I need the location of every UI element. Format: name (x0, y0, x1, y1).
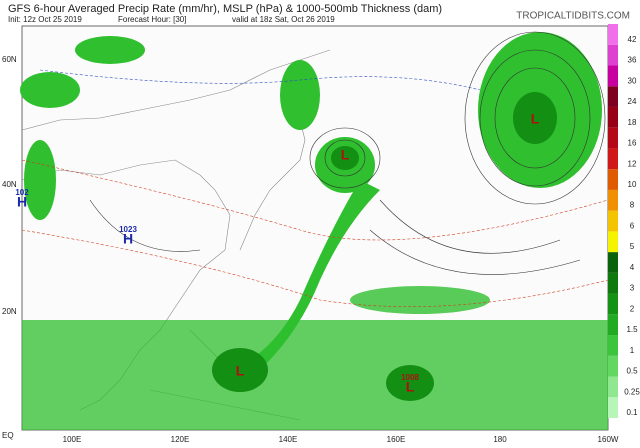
colorbar-label: 12 (628, 159, 637, 168)
colorbar-label: 36 (628, 56, 637, 65)
colorbar-label: 16 (628, 139, 637, 148)
pressure-center-value: 1023 (119, 225, 137, 234)
latitude-label: 40N (2, 180, 17, 189)
colorbar-swatch (608, 335, 618, 356)
colorbar-swatch (608, 231, 618, 253)
colorbar-label: 42 (628, 35, 637, 44)
longitude-label: 180 (493, 435, 507, 444)
longitude-label: 100E (63, 435, 82, 444)
colorbar-swatch (608, 376, 618, 398)
colorbar-label: 0.1 (626, 408, 638, 417)
colorbar-swatch (608, 86, 618, 107)
colorbar-swatch (608, 24, 618, 45)
longitude-label: 140E (279, 435, 298, 444)
colorbar-swatch (608, 314, 618, 336)
longitude-label: 160E (387, 435, 406, 444)
colorbar-swatch (608, 127, 618, 149)
pressure-center-value: 102 (15, 188, 29, 197)
isobars (21, 31, 609, 307)
colorbar-swatch (608, 44, 618, 66)
precip (20, 32, 608, 430)
colorbar-label: 18 (628, 118, 637, 127)
colorbar-swatch (608, 252, 618, 273)
colorbar-label: 0.5 (626, 367, 638, 376)
colorbar-label: 1 (630, 346, 635, 355)
colorbar-label: 2 (630, 304, 635, 313)
colorbar-label: 8 (630, 201, 635, 210)
colorbar-label: 5 (630, 242, 635, 251)
latitude-label: 20N (2, 307, 17, 316)
map-area (20, 25, 609, 431)
forecast-hour: Forecast Hour: [30] (118, 15, 186, 24)
pressure-center-symbol: L (406, 379, 415, 395)
colorbar-swatch (608, 272, 618, 294)
init-time: Init: 12z Oct 25 2019 (8, 15, 82, 24)
colorbar-swatch (608, 106, 618, 128)
latitude-label: 60N (2, 55, 17, 64)
colorbar-swatch (608, 210, 618, 232)
colorbar-swatch (608, 169, 618, 190)
colorbar-swatch (608, 65, 618, 87)
pressure-center-symbol: H (17, 194, 27, 210)
longitude-label: 160W (598, 435, 619, 444)
colorbar-label: 3 (630, 284, 635, 293)
valid-time: valid at 18z Sat, Oct 26 2019 (232, 15, 335, 24)
colorbar-label: 24 (628, 97, 637, 106)
colorbar-label: 0.25 (624, 387, 640, 396)
colorbar-label: 6 (630, 221, 635, 230)
pressure-center-value: 1008 (401, 373, 419, 382)
colorbar-label: 30 (628, 76, 637, 85)
colorbar-swatch (608, 189, 618, 211)
colorbar-swatch (608, 293, 618, 315)
title: GFS 6-hour Averaged Precip Rate (mm/hr),… (8, 3, 442, 15)
source: TROPICALTIDBITS.COM (516, 11, 630, 22)
pressure-center-symbol: L (236, 363, 245, 379)
latitude-label: EQ (2, 431, 14, 440)
colorbar-swatch (608, 397, 618, 418)
pressure-center-symbol: L (341, 147, 350, 163)
longitude-label: 120E (171, 435, 190, 444)
colorbar-label: 4 (630, 263, 635, 272)
colorbar-swatch (608, 148, 618, 170)
colorbar-label: 1.5 (626, 325, 638, 334)
pressure-center-symbol: L (531, 111, 540, 127)
colorbar-swatch (608, 355, 618, 377)
colorbar-label: 10 (628, 180, 637, 189)
pressure-center-symbol: H (123, 231, 133, 247)
